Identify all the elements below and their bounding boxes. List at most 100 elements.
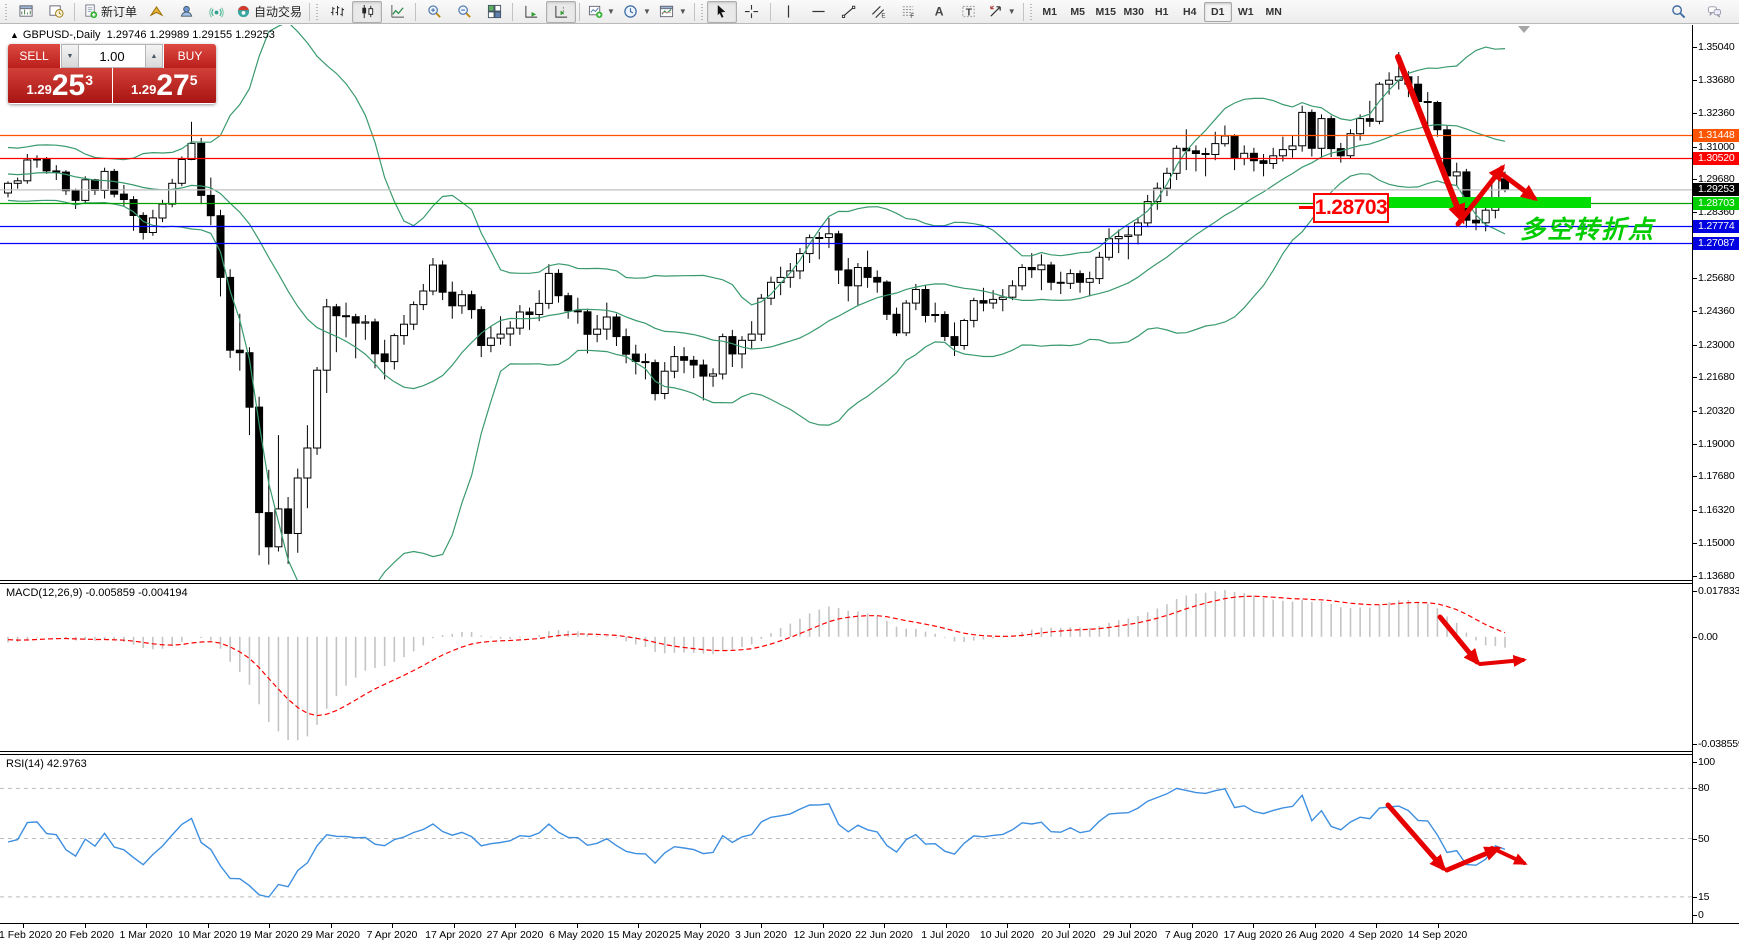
- tf-m15-button[interactable]: M15: [1095, 5, 1116, 18]
- date-label: 11 Feb 2020: [0, 929, 53, 941]
- crosshair-button[interactable]: [737, 1, 767, 23]
- candles-layer: [4, 52, 1509, 565]
- bollinger-band-line: [7, 123, 1506, 390]
- candlestick-icon: [359, 4, 375, 20]
- macd-signal-line: [7, 595, 1506, 717]
- separator: [74, 2, 75, 21]
- bar-chart-icon: [329, 4, 345, 20]
- chat-button[interactable]: [1699, 1, 1729, 23]
- fibonacci-button[interactable]: F: [894, 1, 924, 23]
- toolbar-grip[interactable]: [315, 3, 321, 20]
- date-label: 1 Mar 2020: [119, 929, 173, 941]
- zoom-out-button[interactable]: [449, 1, 479, 23]
- time-tick: [392, 924, 393, 928]
- text-button[interactable]: A: [924, 1, 954, 23]
- scale-tick: [1693, 443, 1697, 445]
- price-tick-label: 1.25680: [1698, 272, 1735, 285]
- time-tick: [84, 924, 86, 928]
- price-scale[interactable]: 1.35040 1.33680 1.32360 1.31000 1.29680 1.283…: [1692, 25, 1739, 923]
- rsi-tick-label: 0: [1698, 909, 1704, 921]
- scale-tick: [1693, 112, 1697, 114]
- toolbar-grip[interactable]: [1028, 3, 1034, 20]
- channel-button[interactable]: E: [864, 1, 894, 23]
- date-label: 29 Jul 2020: [1102, 929, 1158, 941]
- scale-tick: [1693, 838, 1697, 840]
- signals-button[interactable]: [201, 1, 231, 23]
- tf-m30-button[interactable]: M30: [1123, 5, 1144, 18]
- toolbar-grip[interactable]: [4, 3, 9, 20]
- cursor-button[interactable]: [706, 0, 737, 23]
- price-tick-label: 1.15000: [1698, 536, 1735, 549]
- tf-m1-button[interactable]: M1: [1042, 5, 1058, 18]
- price-chart-canvas[interactable]: [0, 25, 1692, 580]
- price-callout-label[interactable]: 1.28703: [1313, 193, 1389, 223]
- separator: [693, 2, 695, 21]
- scale-tick: [1693, 278, 1697, 280]
- toolbar-grip[interactable]: [699, 3, 705, 20]
- date-label: 25 May 2020: [669, 929, 730, 941]
- scale-tick: [1693, 510, 1697, 512]
- date-label: 19 Mar 2020: [239, 929, 299, 941]
- tf-d1-button[interactable]: D1: [1203, 1, 1232, 22]
- pane-splitter: [0, 583, 1739, 584]
- bar-chart-button[interactable]: [322, 1, 352, 23]
- periods-button[interactable]: ▼: [619, 1, 655, 23]
- templates-button[interactable]: ▼: [655, 1, 691, 23]
- time-tick: [638, 924, 639, 928]
- line-chart-icon: [389, 4, 405, 20]
- horizontal-line-button[interactable]: [804, 1, 834, 23]
- time-tick: [822, 924, 824, 928]
- market-button[interactable]: [141, 1, 171, 23]
- zoom-in-button[interactable]: [419, 1, 449, 23]
- buy-price-big: 27: [156, 68, 190, 102]
- scale-tick: [1693, 575, 1697, 577]
- svg-text:T: T: [966, 7, 973, 18]
- pane-splitter[interactable]: [0, 580, 1739, 581]
- arrows-button[interactable]: ▼: [984, 1, 1020, 23]
- tf-w1-button[interactable]: W1: [1237, 5, 1254, 18]
- tile-windows-button[interactable]: [479, 1, 509, 23]
- autotrading-button[interactable]: 自动交易: [231, 1, 306, 23]
- line-chart-button[interactable]: [382, 1, 412, 23]
- vertical-line-button[interactable]: [774, 1, 804, 23]
- time-tick: [330, 924, 332, 928]
- scale-tick: [1693, 344, 1697, 346]
- volume-up-button[interactable]: ▲: [145, 44, 163, 68]
- scale-tick: [1693, 377, 1697, 379]
- time-tick: [515, 924, 516, 928]
- candlestick-button[interactable]: [352, 0, 383, 23]
- bull-bear-turning-point-note[interactable]: 多空转折点: [1520, 216, 1656, 244]
- indicators-button[interactable]: ▼: [583, 1, 619, 23]
- autotrading-label: 自动交易: [254, 5, 303, 19]
- new-order-icon: [82, 4, 98, 20]
- text-label-button[interactable]: T: [954, 1, 984, 23]
- trendline-button[interactable]: [834, 1, 864, 23]
- buy-price-button[interactable]: 1.29 27 5: [112, 68, 216, 103]
- tf-h1-button[interactable]: H1: [1155, 5, 1169, 18]
- price-tick-label: 1.16320: [1698, 504, 1735, 517]
- search-button[interactable]: [1663, 1, 1693, 23]
- volume-input[interactable]: [79, 44, 145, 68]
- new-order-button[interactable]: 新订单: [78, 1, 141, 23]
- price-badge: 1.31448: [1693, 129, 1739, 142]
- buy-button[interactable]: BUY: [164, 44, 216, 68]
- collapse-panel-icon[interactable]: ▲: [10, 30, 19, 40]
- rsi-pane-canvas[interactable]: [0, 755, 1692, 922]
- profiles-button[interactable]: [41, 1, 71, 23]
- indicators-icon: [587, 4, 603, 20]
- auto-scroll-button[interactable]: [516, 1, 546, 23]
- sell-button[interactable]: SELL: [8, 44, 60, 68]
- macd-pane-canvas[interactable]: [0, 584, 1692, 751]
- tf-mn-button[interactable]: MN: [1265, 5, 1282, 18]
- sell-price-button[interactable]: 1.29 25 3: [8, 68, 112, 103]
- tf-m5-button[interactable]: M5: [1070, 5, 1086, 18]
- chart-shift-button[interactable]: [546, 0, 577, 23]
- charts-window-button[interactable]: [11, 1, 41, 23]
- hline-icon: [811, 4, 827, 20]
- pane-splitter[interactable]: [0, 751, 1739, 752]
- tf-h4-button[interactable]: H4: [1183, 5, 1197, 18]
- time-tick: [453, 924, 455, 928]
- volume-down-button[interactable]: ▼: [61, 44, 79, 68]
- community-button[interactable]: [171, 1, 201, 23]
